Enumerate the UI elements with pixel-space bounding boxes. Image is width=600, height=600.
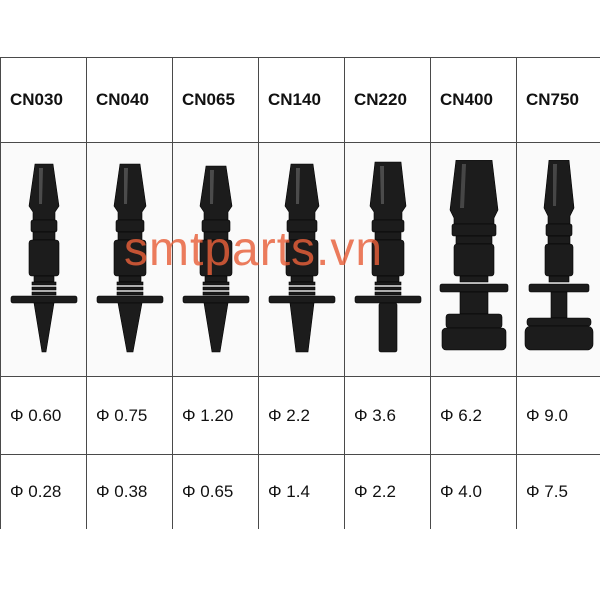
nozzle-cn750-icon — [524, 159, 594, 350]
image-cell — [0, 142, 87, 377]
header-cell: CN030 — [0, 57, 87, 143]
nozzle-cn030-icon — [10, 163, 77, 352]
table-cell: Φ 3.6 — [344, 376, 431, 455]
header-cell: CN220 — [344, 57, 431, 143]
header-cell: CN400 — [430, 57, 517, 143]
image-cell — [258, 142, 345, 377]
image-cell — [86, 142, 173, 377]
header-cell: CN040 — [86, 57, 173, 143]
table-cell: Φ 4.0 — [430, 454, 517, 529]
header-cell: CN065 — [172, 57, 259, 143]
table-cell: Φ 0.75 — [86, 376, 173, 455]
header-cell: CN140 — [258, 57, 345, 143]
header-cell: CN750 — [516, 57, 600, 143]
image-cell — [516, 142, 600, 377]
diameter-row-2: Φ 0.28 Φ 0.38 Φ 0.65 Φ 1.4 Φ 2.2 Φ 4.0 Φ… — [0, 454, 600, 529]
image-row — [0, 142, 600, 377]
table-cell: Φ 6.2 — [430, 376, 517, 455]
table-cell: Φ 9.0 — [516, 376, 600, 455]
nozzle-cn400-icon — [439, 159, 508, 350]
nozzle-cn140-icon — [268, 163, 335, 352]
nozzle-cn040-icon — [96, 163, 163, 352]
image-cell — [430, 142, 517, 377]
header-row: CN030 CN040 CN065 CN140 CN220 CN400 CN75… — [0, 57, 600, 143]
table-cell: Φ 2.2 — [344, 454, 431, 529]
table-cell: Φ 7.5 — [516, 454, 600, 529]
nozzle-cn065-icon — [182, 165, 249, 352]
table-cell: Φ 1.20 — [172, 376, 259, 455]
table-cell: Φ 0.28 — [0, 454, 87, 529]
image-cell — [172, 142, 259, 377]
table-cell: Φ 0.60 — [0, 376, 87, 455]
table-cell: Φ 1.4 — [258, 454, 345, 529]
table-cell: Φ 0.65 — [172, 454, 259, 529]
nozzle-cn220-icon — [354, 161, 421, 352]
image-cell — [344, 142, 431, 377]
table-cell: Φ 2.2 — [258, 376, 345, 455]
table-cell: Φ 0.38 — [86, 454, 173, 529]
diameter-row-1: Φ 0.60 Φ 0.75 Φ 1.20 Φ 2.2 Φ 3.6 Φ 6.2 Φ… — [0, 376, 600, 455]
nozzle-table: CN030 CN040 CN065 CN140 CN220 CN400 CN75… — [0, 57, 600, 531]
